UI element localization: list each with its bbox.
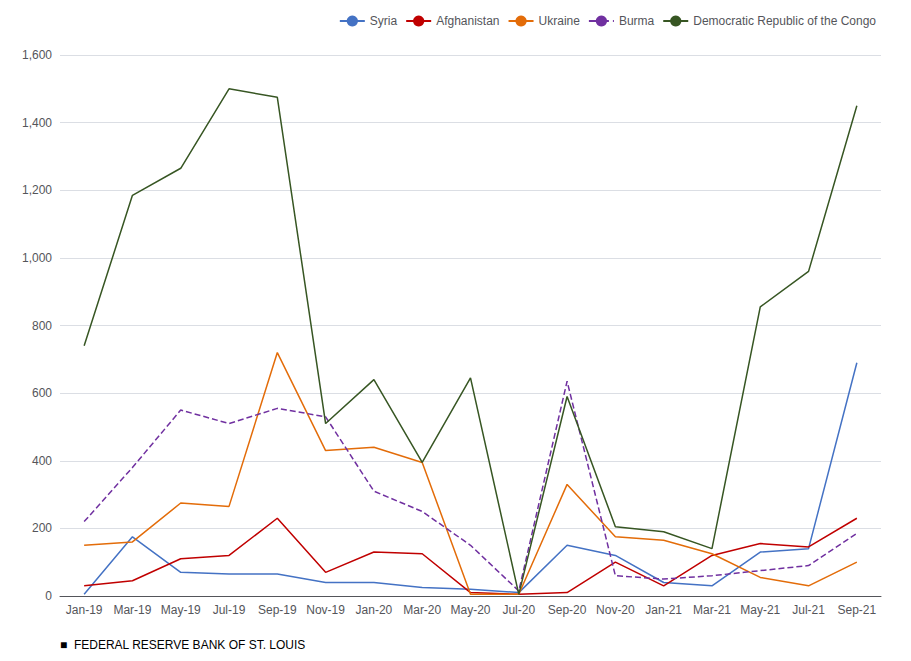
svg-text:Sep-21: Sep-21 (838, 603, 877, 617)
svg-text:Democratic Republic of the Con: Democratic Republic of the Congo (693, 14, 876, 28)
svg-text:Sep-19: Sep-19 (258, 603, 297, 617)
svg-text:800: 800 (32, 319, 52, 333)
svg-text:400: 400 (32, 454, 52, 468)
svg-text:Sep-20: Sep-20 (548, 603, 587, 617)
svg-text:Jul-19: Jul-19 (213, 603, 246, 617)
svg-text:1,200: 1,200 (22, 183, 52, 197)
svg-text:Jul-20: Jul-20 (502, 603, 535, 617)
svg-text:May-20: May-20 (450, 603, 490, 617)
svg-text:Mar-20: Mar-20 (403, 603, 441, 617)
svg-text:Jan-21: Jan-21 (645, 603, 682, 617)
svg-text:1,400: 1,400 (22, 116, 52, 130)
svg-text:May-19: May-19 (161, 603, 201, 617)
svg-text:Jan-20: Jan-20 (356, 603, 393, 617)
svg-text:Burma: Burma (619, 14, 655, 28)
svg-text:1,600: 1,600 (22, 48, 52, 62)
svg-text:1,000: 1,000 (22, 251, 52, 265)
svg-text:■ FEDERAL RESERVE BANK OF ST.: ■ FEDERAL RESERVE BANK OF ST. LOUIS (60, 638, 305, 652)
svg-text:May-21: May-21 (740, 603, 780, 617)
svg-text:0: 0 (45, 589, 52, 603)
svg-text:600: 600 (32, 386, 52, 400)
svg-text:Mar-21: Mar-21 (693, 603, 731, 617)
svg-text:Nov-20: Nov-20 (596, 603, 635, 617)
svg-text:Ukraine: Ukraine (539, 14, 581, 28)
svg-text:Jan-19: Jan-19 (66, 603, 103, 617)
svg-text:Afghanistan: Afghanistan (436, 14, 499, 28)
svg-text:Jul-21: Jul-21 (792, 603, 825, 617)
svg-text:Syria: Syria (370, 14, 398, 28)
svg-text:Nov-19: Nov-19 (306, 603, 345, 617)
svg-text:Mar-19: Mar-19 (113, 603, 151, 617)
svg-text:200: 200 (32, 521, 52, 535)
